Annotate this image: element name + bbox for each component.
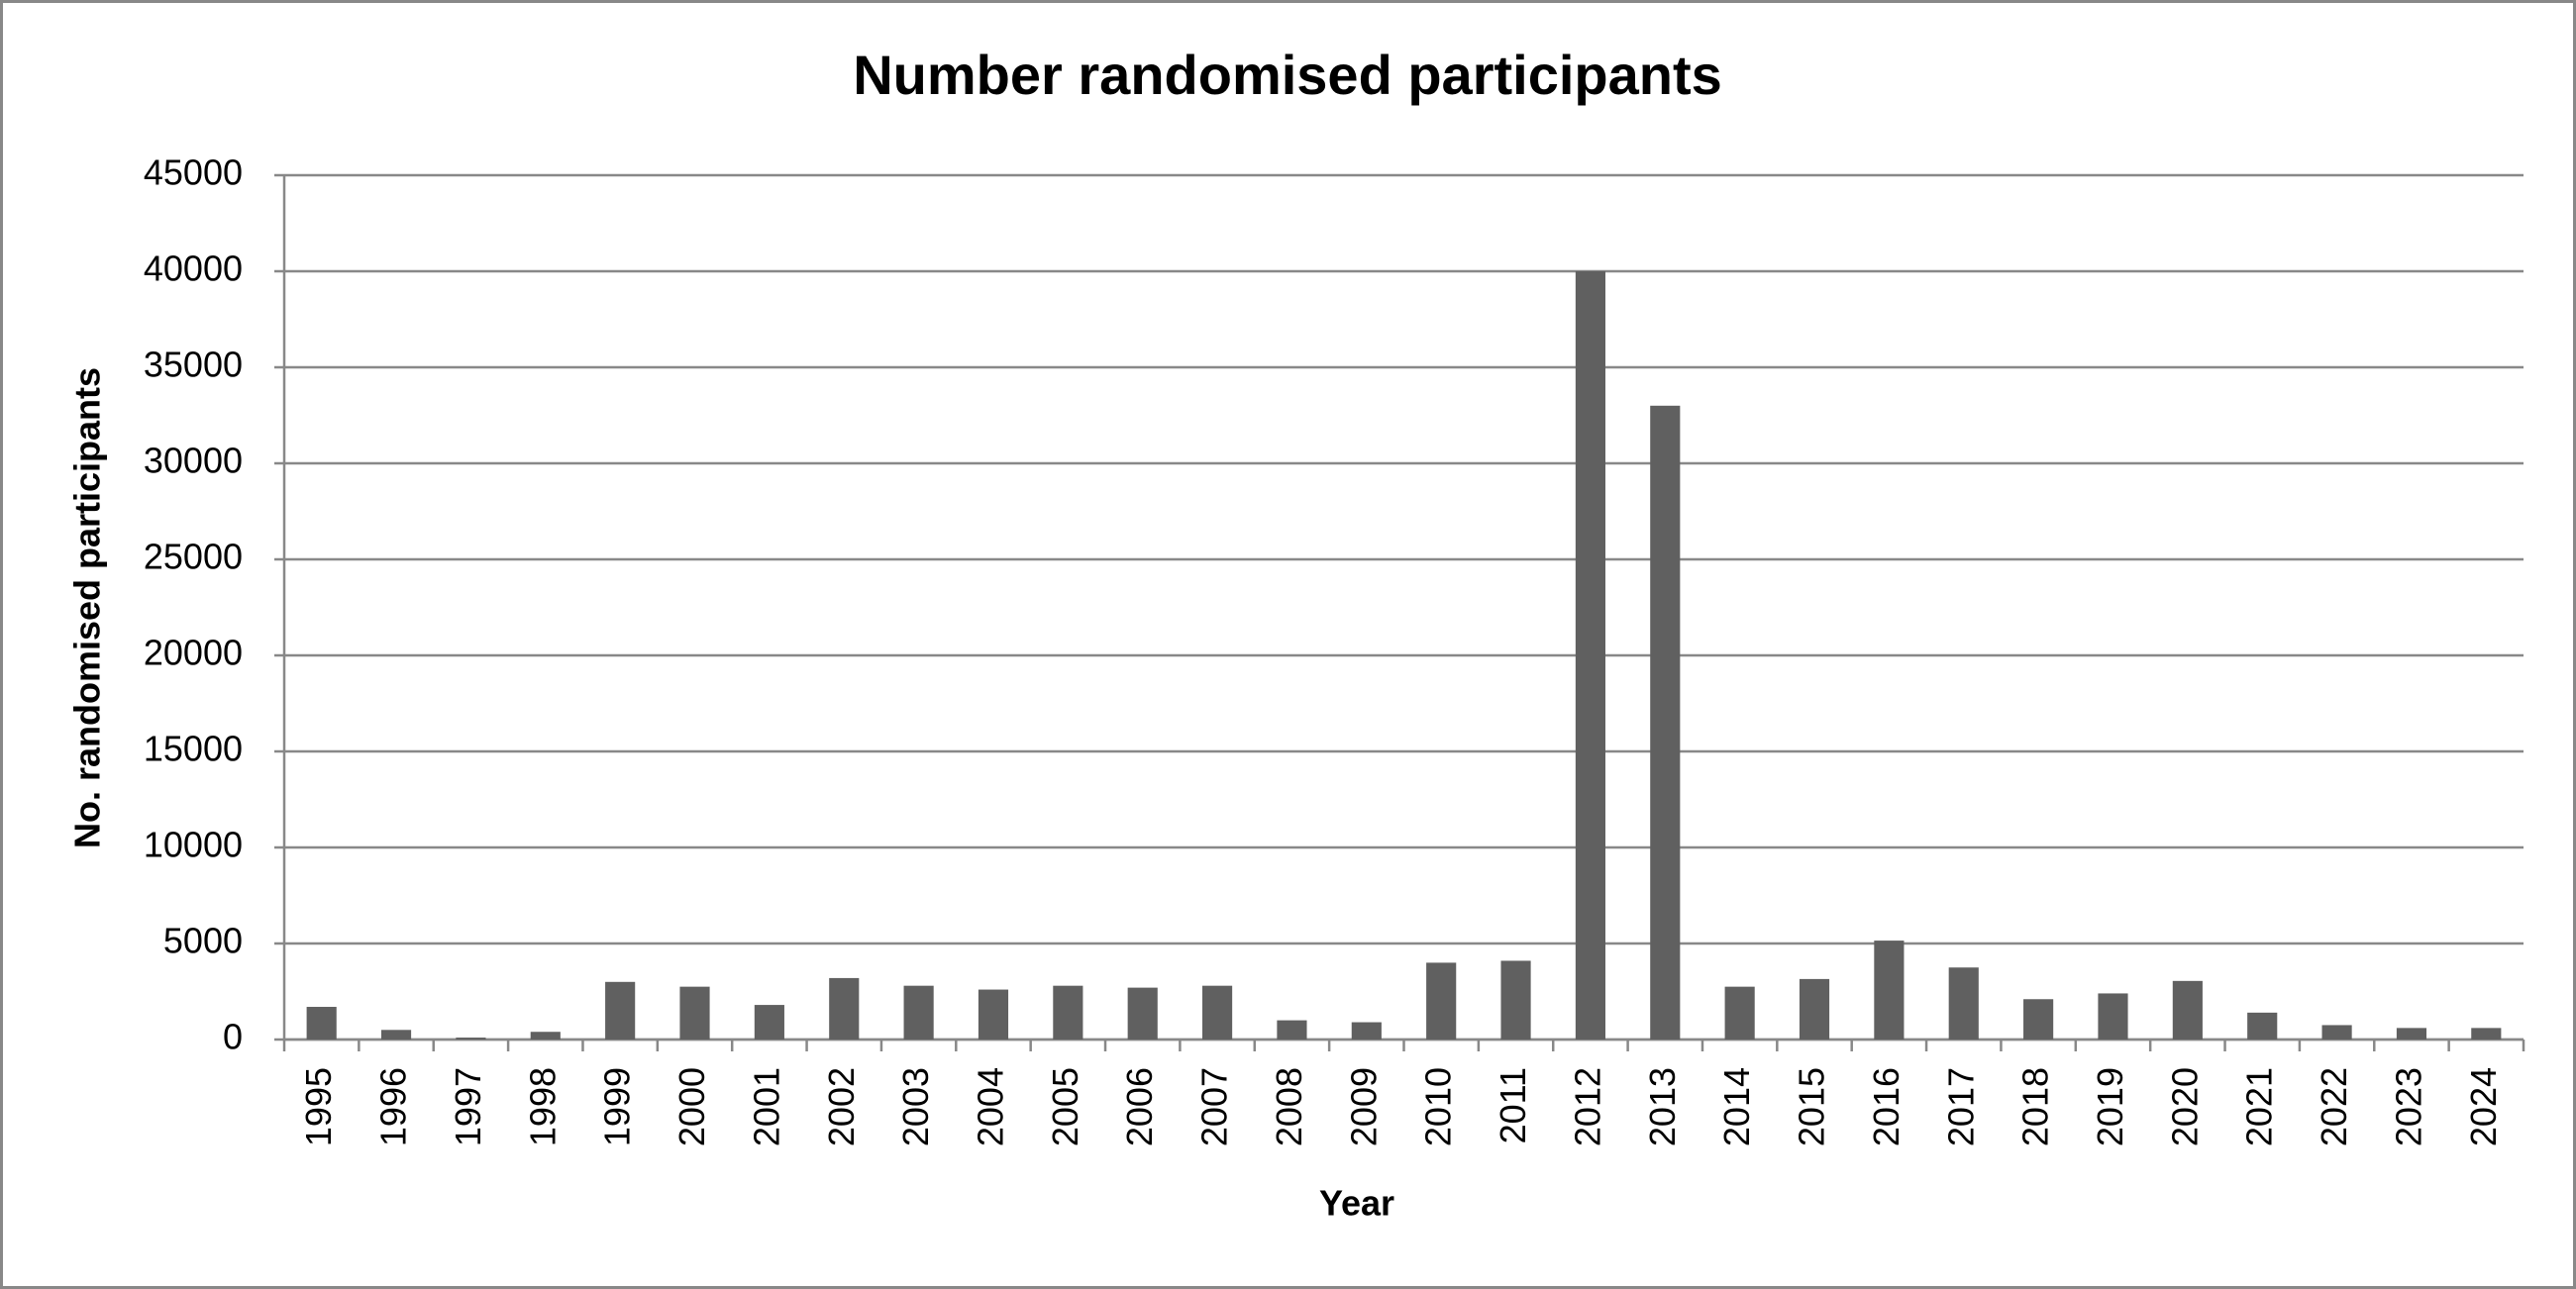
x-tick-label: 1999	[597, 1067, 638, 1146]
x-tick-label: 2014	[1716, 1067, 1757, 1146]
bar	[2023, 999, 2054, 1040]
y-tick-label: 15000	[144, 729, 243, 769]
y-axis-title: No. randomised participants	[67, 367, 108, 848]
bar	[1874, 941, 1905, 1040]
bar	[1426, 962, 1457, 1040]
x-tick-label: 2010	[1418, 1067, 1459, 1146]
bar	[2098, 993, 2128, 1040]
bar	[978, 989, 1009, 1040]
x-tick-label: 2023	[2388, 1067, 2428, 1146]
x-tick-label: 2019	[2090, 1067, 2130, 1146]
x-tick-label: 2005	[1045, 1067, 1085, 1146]
x-tick-label: 2017	[1940, 1067, 1981, 1146]
bar	[605, 981, 636, 1040]
x-tick-label: 2013	[1642, 1067, 1683, 1146]
y-tick-label: 5000	[163, 921, 243, 961]
x-tick-label: 1996	[373, 1067, 414, 1146]
bar	[1650, 405, 1681, 1040]
bar	[1500, 960, 1531, 1040]
x-tick-label: 2001	[746, 1067, 786, 1146]
bar	[530, 1032, 561, 1040]
y-tick-label: 40000	[144, 248, 243, 289]
x-tick-label: 2004	[970, 1067, 1010, 1146]
x-tick-label: 2002	[821, 1067, 862, 1146]
y-tick-label: 25000	[144, 537, 243, 577]
bar	[1948, 967, 1979, 1040]
bar	[306, 1007, 337, 1040]
bar	[2396, 1028, 2427, 1040]
y-tick-label: 30000	[144, 441, 243, 481]
x-tick-label: 2016	[1866, 1067, 1906, 1146]
bar	[456, 1038, 486, 1040]
x-tick-label: 2003	[895, 1067, 936, 1146]
bar	[2321, 1025, 2352, 1040]
x-tick-label: 2007	[1194, 1067, 1235, 1146]
x-tick-label: 2009	[1343, 1067, 1384, 1146]
x-tick-label: 2024	[2463, 1067, 2504, 1146]
x-tick-label: 2018	[2015, 1067, 2056, 1146]
y-tick-label: 0	[223, 1017, 243, 1057]
bar	[1351, 1022, 1382, 1040]
chart-title: Number randomised participants	[853, 44, 1722, 106]
x-tick-label: 1995	[298, 1067, 339, 1146]
bar	[754, 1005, 784, 1040]
bar	[2471, 1028, 2502, 1040]
bar	[2172, 980, 2203, 1040]
x-tick-label: 2021	[2239, 1067, 2280, 1146]
x-tick-label: 2015	[1792, 1067, 1832, 1146]
y-tick-label: 45000	[144, 152, 243, 193]
bar	[1053, 985, 1083, 1040]
bar	[829, 977, 860, 1040]
bar	[1127, 987, 1158, 1040]
bar	[2247, 1012, 2278, 1040]
y-tick-label: 35000	[144, 345, 243, 385]
x-axis-title: Year	[1319, 1183, 1394, 1224]
bar	[679, 986, 710, 1040]
bar	[1277, 1020, 1307, 1040]
x-tick-label: 2022	[2314, 1067, 2354, 1146]
x-tick-label: 2020	[2164, 1067, 2205, 1146]
x-tick-label: 2012	[1567, 1067, 1607, 1146]
x-tick-label: 2008	[1269, 1067, 1309, 1146]
x-tick-label: 1998	[522, 1067, 563, 1146]
bar	[380, 1030, 412, 1040]
y-tick-label: 10000	[144, 825, 243, 865]
bar	[1799, 978, 1830, 1040]
x-tick-label: 2000	[671, 1067, 712, 1146]
bar	[903, 985, 934, 1040]
x-tick-label: 1997	[448, 1067, 488, 1146]
y-tick-label: 20000	[144, 633, 243, 673]
bar	[1202, 985, 1233, 1040]
bar	[1724, 986, 1755, 1040]
x-tick-label: 2011	[1493, 1067, 1533, 1143]
x-tick-label: 2006	[1119, 1067, 1160, 1146]
bar	[1575, 271, 1605, 1040]
